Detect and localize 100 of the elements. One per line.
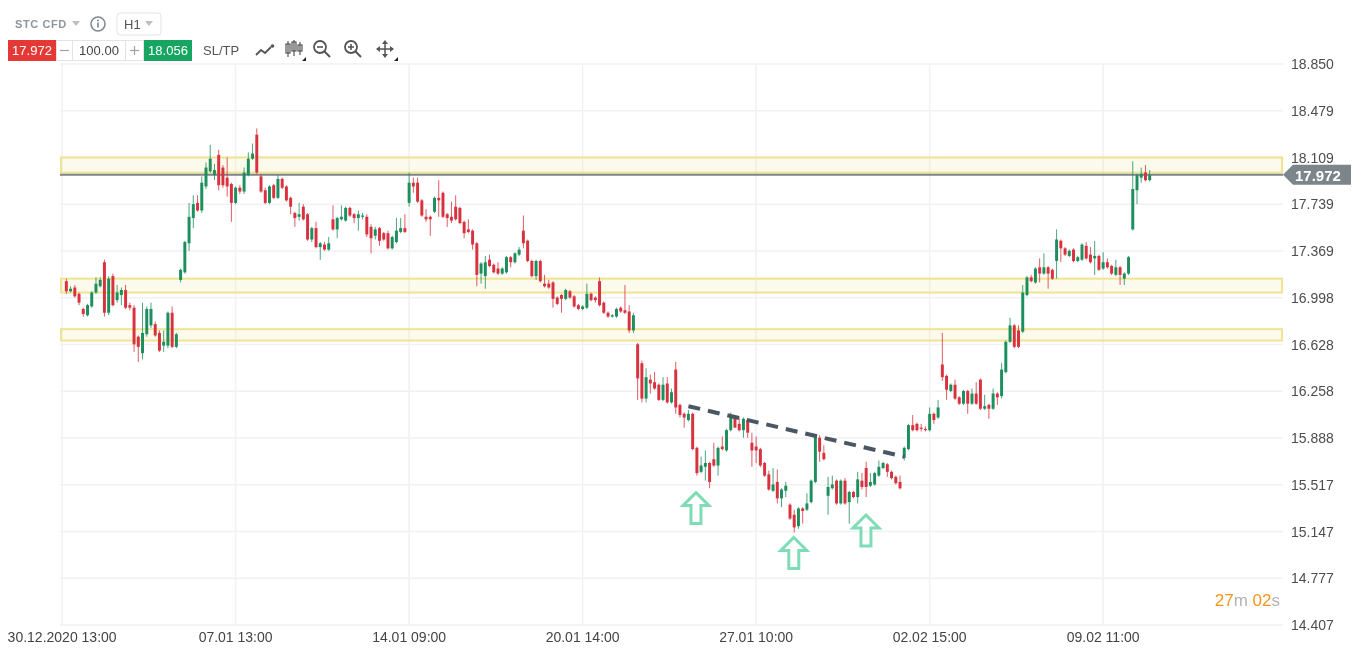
candlestick	[796, 506, 800, 530]
candlestick	[991, 388, 995, 411]
candlestick	[1055, 228, 1059, 280]
candlestick	[1008, 317, 1012, 344]
candlestick	[936, 399, 940, 420]
candlestick	[483, 255, 487, 290]
candlestick	[394, 217, 398, 244]
candlestick	[661, 376, 665, 402]
candlestick	[386, 230, 390, 251]
candlestick	[1046, 265, 1050, 290]
y-tick-label: 18.479	[1291, 102, 1335, 119]
candlestick	[378, 226, 381, 247]
y-tick-label: 16.998	[1291, 289, 1335, 306]
y-tick-label: 18.109	[1291, 149, 1335, 166]
candlestick	[644, 367, 648, 403]
candlestick	[792, 509, 796, 533]
y-tick-label: 17.739	[1291, 196, 1335, 213]
text: 100.00	[79, 43, 119, 58]
candlestick	[331, 204, 335, 232]
candlestick	[124, 284, 128, 310]
candlestick	[987, 403, 991, 420]
candlestick	[699, 456, 703, 474]
candlestick	[953, 379, 957, 401]
candlestick	[365, 213, 369, 238]
candlestick	[839, 478, 843, 506]
y-tick-label: 15.888	[1291, 430, 1335, 446]
y-tick-label: 18.850	[1291, 56, 1335, 72]
y-tick-label: 16.258	[1291, 383, 1335, 400]
candlestick	[1042, 252, 1046, 276]
candlestick	[1059, 239, 1063, 263]
candlestick	[665, 376, 669, 405]
candlestick	[1118, 265, 1122, 286]
x-tick-label: 27.01 10:00	[719, 629, 794, 645]
x-tick-label: 20.01 14:00	[545, 629, 620, 645]
candlestick	[780, 487, 784, 508]
candlestick	[585, 283, 589, 310]
candlestick	[606, 310, 610, 319]
candlestick	[716, 446, 720, 477]
candlestick	[369, 223, 373, 254]
candlestick	[538, 259, 542, 283]
candlestick	[847, 490, 851, 525]
candlestick	[898, 475, 902, 491]
candlestick	[1038, 257, 1042, 283]
candlestick	[293, 211, 297, 228]
x-tick-label: 09.02 11:00	[1066, 629, 1140, 645]
candlestick	[750, 432, 754, 468]
candlestick	[208, 144, 212, 174]
x-tick-label: 02.02 15:00	[892, 629, 967, 645]
candlestick	[631, 312, 635, 334]
candlestick	[238, 184, 242, 195]
candlestick	[864, 461, 868, 498]
candlestick	[403, 213, 407, 234]
candlestick	[559, 293, 563, 314]
candlestick	[818, 434, 822, 463]
candlestick	[479, 261, 483, 285]
candlestick	[449, 201, 453, 224]
candlestick	[856, 471, 860, 504]
candlestick	[454, 194, 458, 222]
candlestick	[741, 417, 745, 439]
candlestick	[141, 302, 144, 360]
y-tick-label: 16.628	[1291, 336, 1335, 353]
candlestick	[932, 411, 936, 425]
ref-line-label: 17.972	[1295, 166, 1341, 184]
candlestick	[708, 461, 712, 489]
candlestick	[826, 476, 830, 516]
candlestick	[356, 209, 360, 232]
x-tick-label: 14.01 09:00	[372, 629, 447, 645]
candlestick	[534, 259, 538, 281]
candlestick	[805, 492, 809, 512]
candlestick	[115, 284, 119, 304]
text: SL/TP	[203, 43, 240, 58]
candlestick	[860, 472, 864, 491]
annotation: 27m 02s	[1214, 590, 1280, 610]
candlestick	[441, 191, 445, 219]
candlestick	[835, 478, 839, 506]
y-tick-label: 17.369	[1291, 243, 1335, 259]
x-tick-label: 30.12.2020 13:00	[7, 629, 117, 645]
candlestick	[94, 276, 98, 295]
candlestick	[1127, 255, 1131, 276]
candlestick	[297, 202, 301, 222]
y-tick-label: 15.147	[1291, 523, 1335, 540]
candlestick	[966, 389, 970, 415]
candlestick	[1017, 324, 1020, 349]
candlestick	[703, 449, 707, 482]
candlestick	[1012, 323, 1016, 349]
candlestick	[335, 216, 339, 239]
candlestick	[407, 172, 411, 208]
y-tick-label: 15.517	[1291, 476, 1335, 493]
candlestick	[268, 184, 271, 205]
candlestick	[276, 174, 280, 200]
y-tick-label: 14.777	[1291, 570, 1335, 587]
candlestick	[229, 182, 233, 223]
candlestick	[314, 221, 318, 249]
candlestick	[1101, 251, 1105, 271]
candlestick	[623, 284, 627, 315]
candlestick	[928, 406, 932, 432]
candlestick	[725, 428, 728, 453]
candlestick	[352, 212, 356, 224]
text: STC CFD	[15, 18, 67, 30]
y-tick-label: 14.407	[1291, 617, 1335, 633]
